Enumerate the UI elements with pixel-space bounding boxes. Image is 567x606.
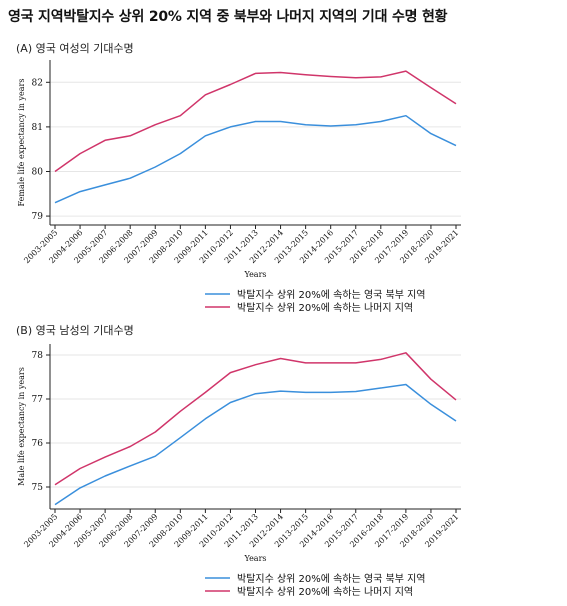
- legend-label-north: 박탈지수 상위 20%에 속하는 영국 북부 지역: [237, 572, 426, 585]
- panel-label-male: (B) 영국 남성의 기대수명: [16, 324, 134, 337]
- y-tick-label: 75: [32, 483, 44, 493]
- legend-label-north: 박탈지수 상위 20%에 속하는 영국 북부 지역: [237, 288, 426, 301]
- series-line-north: [54, 383, 457, 506]
- page-title: 영국 지역박탈지수 상위 20% 지역 중 북부와 나머지 지역의 기대 수명 …: [8, 9, 448, 25]
- series-line-rest: [54, 70, 457, 173]
- x-axis-label: Years: [243, 554, 266, 563]
- y-axis-label: Male life expectancy in years: [17, 367, 26, 486]
- x-axis-label: Years: [243, 270, 266, 279]
- y-tick-label: 76: [32, 439, 44, 449]
- y-tick-label: 78: [32, 351, 44, 361]
- y-axis-label: Female life expectancy in years: [17, 79, 26, 207]
- series-line-rest: [54, 352, 457, 486]
- y-tick-label: 82: [32, 78, 43, 88]
- panel-label-female: (A) 영국 여성의 기대수명: [16, 42, 134, 55]
- series-line-north: [54, 114, 457, 204]
- y-tick-label: 77: [32, 395, 44, 405]
- legend-label-rest: 박탈지수 상위 20%에 속하는 나머지 지역: [237, 585, 413, 598]
- y-tick-label: 79: [32, 212, 44, 222]
- y-tick-label: 80: [32, 167, 44, 177]
- legend-label-rest: 박탈지수 상위 20%에 속하는 나머지 지역: [237, 301, 413, 314]
- male-life-expectancy-chart: 757677782003-20052004-20062005-20072006-…: [17, 344, 461, 598]
- y-tick-label: 81: [32, 123, 43, 133]
- female-life-expectancy-chart: 798081822003-20052004-20062005-20072006-…: [17, 60, 461, 314]
